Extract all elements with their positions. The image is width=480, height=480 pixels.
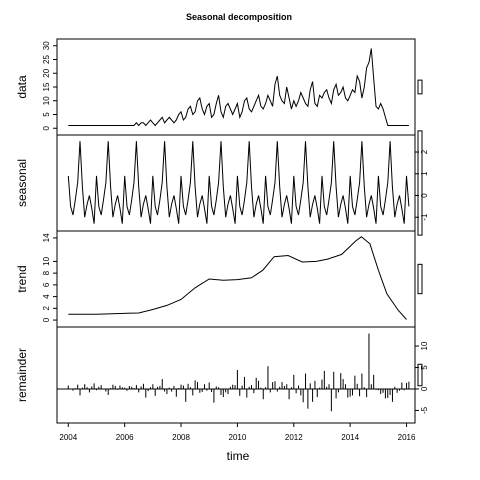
panel-seasonal-ytick-label: 2 <box>420 149 429 154</box>
panel-remainder-ytick-label: 5 <box>420 365 429 370</box>
x-tick-label: 2008 <box>172 433 190 442</box>
panel-data-ylabel: data <box>15 75 29 99</box>
panel-seasonal-plot <box>67 141 410 224</box>
trend-series-line <box>68 236 407 320</box>
panel-seasonal-ytick-label: 1 <box>420 171 429 176</box>
panel-remainder-ytick-label: 10 <box>420 341 429 350</box>
panel-remainder: remainder -5 0 5 10 <box>15 326 429 424</box>
x-tick-label: 2006 <box>116 433 134 442</box>
x-tick-label: 2004 <box>59 433 77 442</box>
panel-remainder-plot <box>57 333 415 412</box>
x-axis: 2004 2006 2008 2010 2012 2014 2016 <box>59 422 416 442</box>
panel-seasonal-scale-bar <box>417 130 423 236</box>
panel-seasonal: seasonal -1 0 1 2 <box>15 130 429 236</box>
panel-seasonal-ytick-label: 0 <box>420 193 429 198</box>
panel-trend-scale-bar <box>417 263 423 295</box>
x-tick-label: 2010 <box>229 433 247 442</box>
panel-remainder-ytick-label: 0 <box>420 386 429 391</box>
x-tick-label: 2012 <box>285 433 303 442</box>
x-axis-title: time <box>227 449 250 463</box>
panel-trend-ytick-label: 4 <box>42 294 51 299</box>
panel-trend-ytick-label: 14 <box>42 233 51 242</box>
x-tick-label: 2014 <box>341 433 359 442</box>
panel-data-scale-bar <box>417 79 423 95</box>
panel-data-plot <box>68 48 409 127</box>
panel-data-ytick-label: 5 <box>42 112 51 117</box>
chart-title: Seasonal decomposition <box>186 12 292 22</box>
panel-data: data 0 5 10 15 20 25 30 <box>15 38 423 136</box>
panel-remainder-ylabel: remainder <box>15 348 29 402</box>
panel-seasonal-ylabel: seasonal <box>15 159 29 207</box>
panel-trend-ytick-label: 6 <box>42 282 51 287</box>
data-series-line <box>68 48 409 127</box>
panel-data-ytick-label: 30 <box>42 41 51 50</box>
panel-trend-yaxis: 0 2 4 6 8 10 14 <box>42 233 58 322</box>
panel-trend-ytick-label: 10 <box>42 256 51 265</box>
seasonal-series-line <box>67 141 410 224</box>
panel-remainder-scale-bar <box>417 363 423 387</box>
panel-remainder-frame <box>56 326 416 424</box>
panel-data-frame <box>56 38 416 136</box>
panel-trend: trend 0 2 4 6 8 10 14 <box>15 230 423 328</box>
panel-trend-plot <box>68 236 407 320</box>
panel-trend-ytick-label: 2 <box>42 306 51 311</box>
x-tick-label: 2016 <box>398 433 416 442</box>
panel-remainder-yaxis: -5 0 5 10 <box>414 341 429 414</box>
panel-data-ytick-label: 0 <box>42 125 51 130</box>
panel-trend-ylabel: trend <box>15 265 29 292</box>
panel-trend-ytick-label: 0 <box>42 317 51 322</box>
panel-trend-frame <box>56 230 416 328</box>
panel-seasonal-ytick-label: -1 <box>420 213 429 221</box>
panel-data-ytick-label: 25 <box>42 55 51 64</box>
panel-remainder-ytick-label: -5 <box>420 406 429 414</box>
panel-data-ytick-label: 15 <box>42 82 51 91</box>
panel-trend-ytick-label: 8 <box>42 270 51 275</box>
panel-data-ytick-label: 10 <box>42 96 51 105</box>
panel-data-yaxis: 0 5 10 15 20 25 30 <box>42 41 58 130</box>
panel-data-ytick-label: 20 <box>42 68 51 77</box>
